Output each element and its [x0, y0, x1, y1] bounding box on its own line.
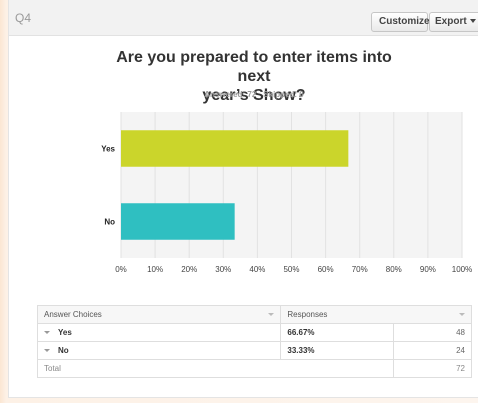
- question-title: Are you prepared to enter items into nex…: [99, 48, 409, 105]
- responses-table: Answer Choices Responses Yes 66.67% 48 N…: [36, 305, 472, 378]
- export-label: Export: [435, 16, 467, 27]
- table-row: Yes 66.67% 48: [36, 323, 472, 342]
- x-tick-label: 60%: [318, 265, 334, 274]
- response-bar-chart: 0% 10% 20% 30% 40% 50% 60% 70% 80% 90% 100% Yes No: [101, 112, 472, 274]
- response-percent: 33.33%: [280, 341, 395, 360]
- question-title-line-2: year’s Show?: [202, 87, 306, 104]
- customize-label: Customize: [379, 16, 430, 27]
- x-tick-label: 10%: [147, 265, 163, 274]
- total-label: Total: [36, 359, 395, 378]
- chevron-down-icon: [469, 19, 476, 24]
- total-row: Total 72: [36, 359, 472, 378]
- answer-choices-header-label: Answer Choices: [44, 310, 102, 319]
- x-tick-label: 100%: [452, 265, 472, 274]
- table-header-row: Answer Choices Responses: [36, 305, 472, 324]
- x-tick-label: 90%: [420, 265, 436, 274]
- sort-caret-icon: [459, 313, 465, 316]
- total-count: 72: [393, 359, 472, 378]
- x-tick-label: 50%: [283, 265, 299, 274]
- responses-header[interactable]: Responses: [280, 305, 472, 324]
- answer-choices-header[interactable]: Answer Choices: [36, 305, 282, 324]
- question-title-line-1: Are you prepared to enter items into nex…: [116, 49, 392, 85]
- expand-caret-icon[interactable]: [44, 349, 50, 353]
- x-tick-label: 40%: [249, 265, 265, 274]
- category-label: Yes: [101, 145, 115, 154]
- response-count: 24: [393, 341, 472, 360]
- answered-count: Answered: 72: [204, 90, 257, 99]
- answer-choice-label: Yes: [58, 328, 72, 337]
- answer-choice-label: No: [58, 346, 69, 355]
- answer-choice-cell[interactable]: Yes: [36, 323, 282, 342]
- customize-button[interactable]: Customize: [371, 12, 430, 32]
- category-label: No: [104, 218, 115, 227]
- response-percent: 66.67%: [280, 323, 395, 342]
- response-count: 48: [393, 323, 472, 342]
- bar-yes: [121, 130, 349, 167]
- bar-no: [121, 203, 235, 240]
- x-tick-label: 30%: [215, 265, 231, 274]
- table-row: No 33.33% 24: [36, 341, 472, 360]
- x-tick-label: 80%: [386, 265, 402, 274]
- answer-choice-cell[interactable]: No: [36, 341, 282, 360]
- sort-caret-icon: [268, 313, 275, 316]
- question-header: Q4 Customize Export: [9, 0, 478, 36]
- x-tick-label: 0%: [115, 265, 127, 274]
- x-tick-label: 20%: [181, 265, 197, 274]
- response-stats: Answered: 72 Skipped: 0: [99, 90, 409, 99]
- x-tick-label: 70%: [352, 265, 368, 274]
- expand-caret-icon[interactable]: [44, 331, 50, 335]
- export-button[interactable]: Export: [429, 12, 478, 32]
- skipped-count: Skipped: 0: [263, 90, 304, 99]
- question-panel: Q4 Customize Export Are you prepared to …: [8, 0, 478, 398]
- question-number: Q4: [15, 11, 32, 25]
- responses-header-label: Responses: [287, 310, 328, 319]
